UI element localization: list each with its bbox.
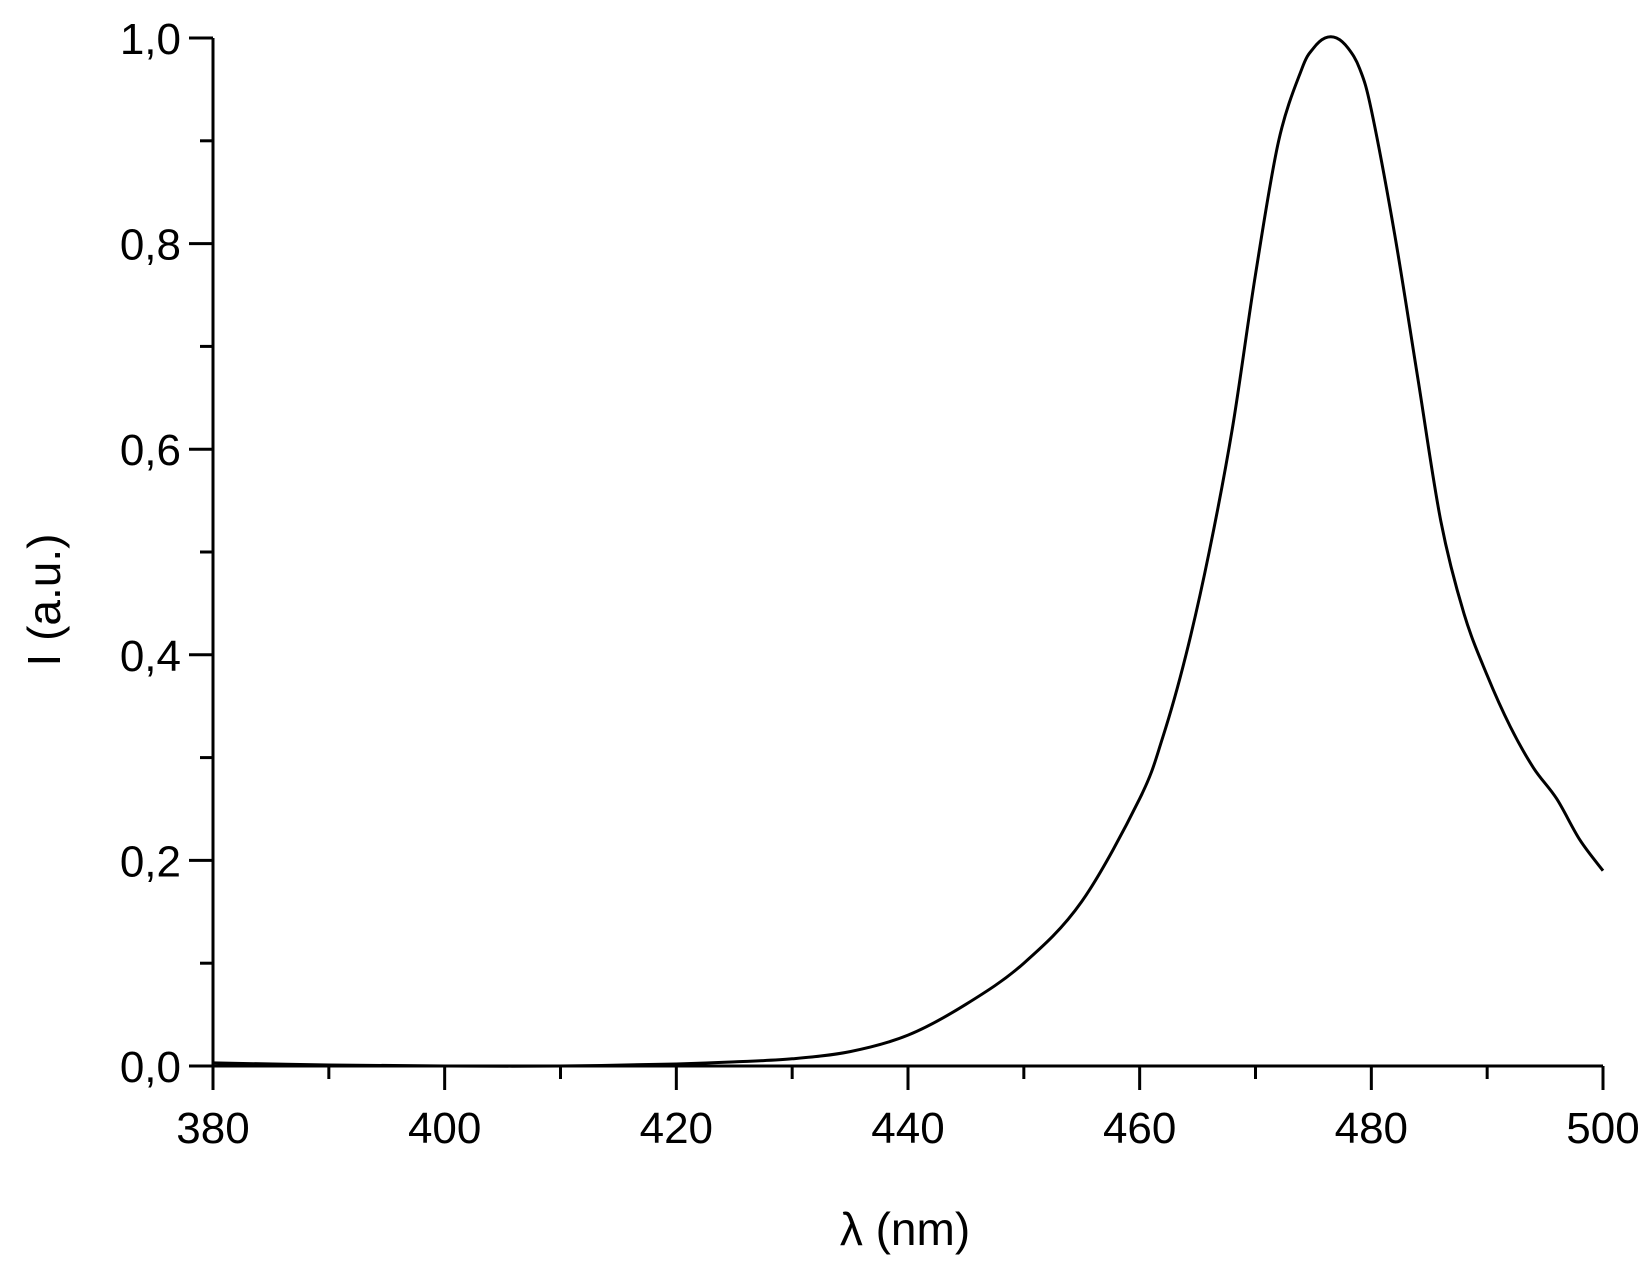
series-layer [212,35,1605,1068]
y-tick-label: 0,6 [120,426,181,475]
series-line [212,35,1605,1068]
y-tick-label: 1,0 [120,15,181,64]
tick-labels: 380 400 420 440 460 480 500 0,0 0,2 0,4 0,6 0,8 1,0 [120,15,1640,1153]
y-tick-label: 0,8 [120,221,181,270]
y-axis-label: I (a.u.) [18,534,70,667]
y-tick-label: 0,0 [120,1043,181,1092]
y-tick-label: 0,4 [120,632,181,681]
y-tick-label: 0,2 [120,837,181,886]
x-tick-label: 500 [1566,1104,1639,1153]
x-tick-label: 380 [176,1104,249,1153]
ticks [189,36,1605,1090]
x-tick-label: 460 [1103,1104,1176,1153]
x-axis-label: λ (nm) [840,1203,970,1255]
x-tick-label: 420 [640,1104,713,1153]
x-tick-label: 440 [871,1104,944,1153]
x-tick-label: 480 [1335,1104,1408,1153]
x-tick-label: 400 [408,1104,481,1153]
axes [211,38,1603,1068]
